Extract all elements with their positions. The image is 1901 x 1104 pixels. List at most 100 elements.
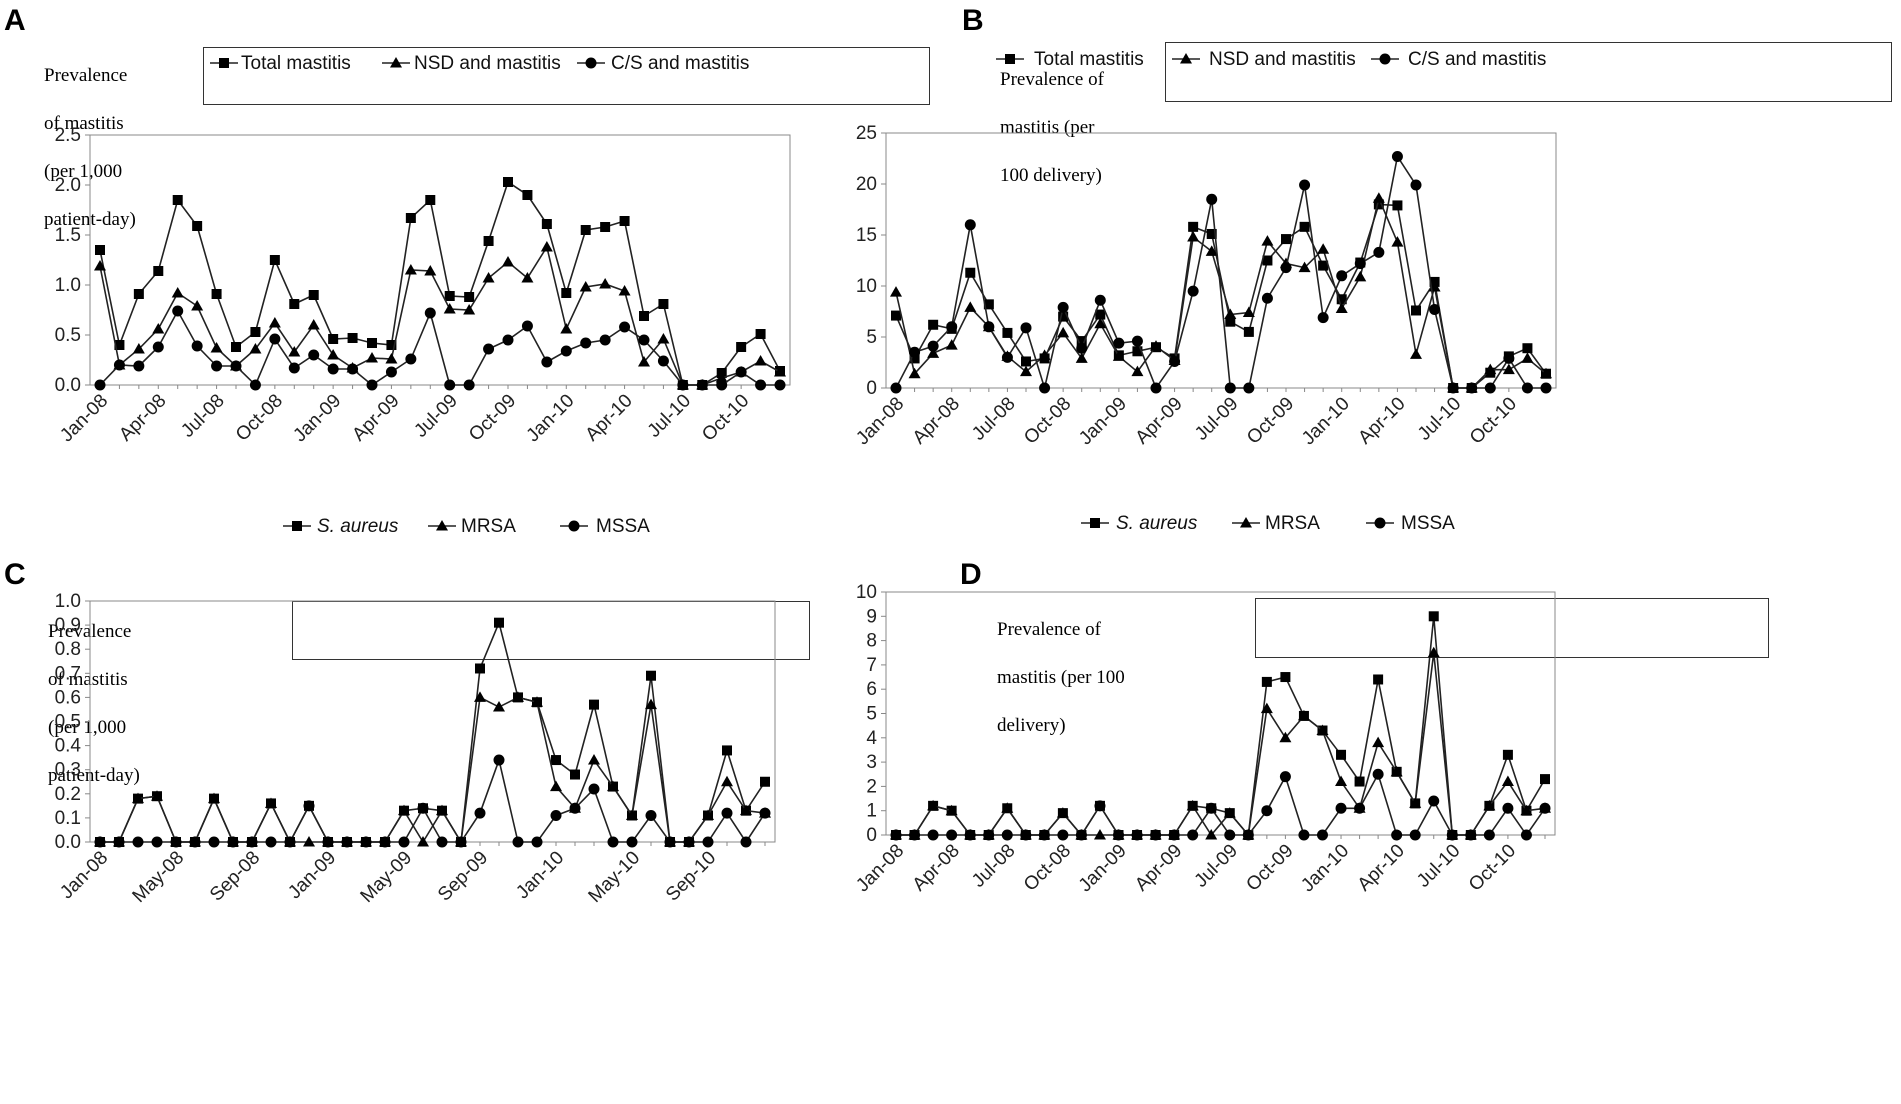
data-point-circle: [677, 379, 689, 391]
data-point-circle: [759, 807, 771, 819]
y-tick-label: 9: [866, 606, 877, 627]
legend: [1165, 42, 1892, 102]
data-point-circle: [721, 807, 733, 819]
data-point-triangle: [1316, 724, 1329, 736]
data-point-triangle: [1540, 367, 1552, 379]
data-point-circle: [227, 836, 239, 848]
data-point-triangle: [1335, 775, 1348, 787]
data-point-square: [1522, 343, 1533, 354]
data-point-circle: [94, 836, 106, 848]
data-point-square: [269, 255, 280, 265]
data-point-circle: [890, 382, 902, 394]
data-point-circle: [909, 829, 921, 841]
x-tick-label: Jul-10: [644, 390, 695, 441]
x-tick-label: Oct-09: [465, 390, 520, 445]
data-point-circle: [405, 353, 417, 365]
data-point-circle: [303, 800, 315, 812]
data-point-triangle: [1075, 352, 1088, 363]
plot-area: [89, 600, 776, 843]
data-point-square: [541, 219, 552, 229]
data-point-triangle: [1260, 702, 1273, 714]
data-point-square: [1318, 260, 1329, 271]
data-point-circle: [455, 836, 467, 848]
legend-label: C/S and mastitis: [1408, 49, 1546, 70]
data-point-square: [1540, 774, 1550, 785]
data-point-triangle: [1298, 261, 1311, 273]
data-point-triangle: [132, 343, 145, 354]
y-tick-label: 1.0: [55, 591, 81, 612]
data-point-triangle: [927, 347, 940, 358]
data-point-square: [483, 236, 494, 246]
panel-letter: B: [962, 4, 984, 37]
x-tick-label: Oct-08: [1020, 840, 1075, 895]
data-point-triangle: [1501, 775, 1514, 787]
data-point-square: [172, 195, 183, 205]
data-point-circle: [230, 360, 242, 372]
data-point-square: [328, 334, 339, 344]
data-point-circle: [1391, 150, 1403, 162]
data-point-circle: [424, 307, 436, 319]
legend-marker-square: [1090, 518, 1100, 528]
x-tick-label: Oct-08: [232, 390, 287, 445]
data-point-circle: [284, 836, 296, 848]
data-point-circle: [1001, 829, 1013, 841]
data-point-circle: [1206, 193, 1218, 205]
data-point-circle: [1372, 768, 1384, 780]
data-point-triangle: [265, 797, 277, 808]
plot-area: [885, 132, 1557, 389]
data-point-triangle: [191, 300, 204, 311]
data-point-circle: [521, 320, 533, 332]
data-point-triangle: [521, 272, 534, 283]
data-point-circle: [502, 334, 514, 346]
data-point-square: [736, 342, 747, 352]
data-point-triangle: [307, 319, 320, 330]
data-point-circle: [1224, 382, 1236, 394]
data-point-circle: [1094, 294, 1106, 306]
y-tick-label: 8: [866, 631, 877, 652]
data-point-circle: [385, 366, 397, 378]
data-point-circle: [716, 379, 728, 391]
data-point-circle: [1391, 829, 1403, 841]
data-point-square: [1336, 749, 1347, 760]
data-point-triangle: [1390, 765, 1403, 777]
data-point-triangle: [1502, 363, 1515, 375]
data-point-circle: [341, 836, 353, 848]
data-point-triangle: [890, 286, 902, 297]
x-tick-label: Jan-09: [1075, 393, 1131, 449]
data-point-triangle: [268, 317, 281, 328]
data-point-circle: [890, 829, 902, 841]
y-axis-title-line: patient-day): [48, 765, 140, 786]
data-point-circle: [774, 379, 786, 391]
data-point-circle: [1373, 246, 1385, 258]
data-point-triangle: [132, 792, 144, 804]
x-tick-label: Sep-09: [434, 847, 492, 905]
x-tick-label: Apr-09: [348, 390, 403, 445]
data-point-triangle: [1186, 799, 1199, 811]
x-tick-label: Oct-08: [1020, 393, 1075, 448]
data-point-circle: [249, 379, 261, 391]
data-point-square: [1076, 336, 1087, 347]
y-tick-label: 0.7: [55, 663, 81, 684]
data-point-circle: [569, 802, 581, 814]
data-point-circle: [493, 754, 505, 766]
data-point-triangle: [1409, 797, 1422, 808]
chart-svg: 0.0 0.1 0.2 0.3 0.4 0.5 0.6 0.7 0.8 0.9 1.0 Jan-08 M…: [55, 516, 776, 907]
data-point-circle: [740, 836, 752, 848]
data-point-square: [95, 245, 105, 255]
data-point-circle: [1336, 270, 1348, 282]
data-point-square: [211, 289, 222, 299]
x-tick-label: Jan-09: [284, 847, 340, 903]
data-point-triangle: [645, 698, 657, 710]
data-point-triangle: [288, 346, 301, 357]
data-point-circle: [1094, 800, 1106, 812]
data-point-circle: [1150, 382, 1162, 394]
panel-letter: C: [4, 558, 26, 591]
data-point-square: [1262, 255, 1273, 266]
data-point-circle: [172, 305, 184, 317]
y-tick-label: 4: [866, 728, 877, 749]
y-tick-label: 0.3: [55, 760, 81, 781]
y-tick-label: 0.5: [55, 325, 81, 346]
legend-label: MSSA: [596, 516, 650, 537]
data-point-circle: [113, 359, 125, 371]
data-point-square: [192, 221, 203, 231]
